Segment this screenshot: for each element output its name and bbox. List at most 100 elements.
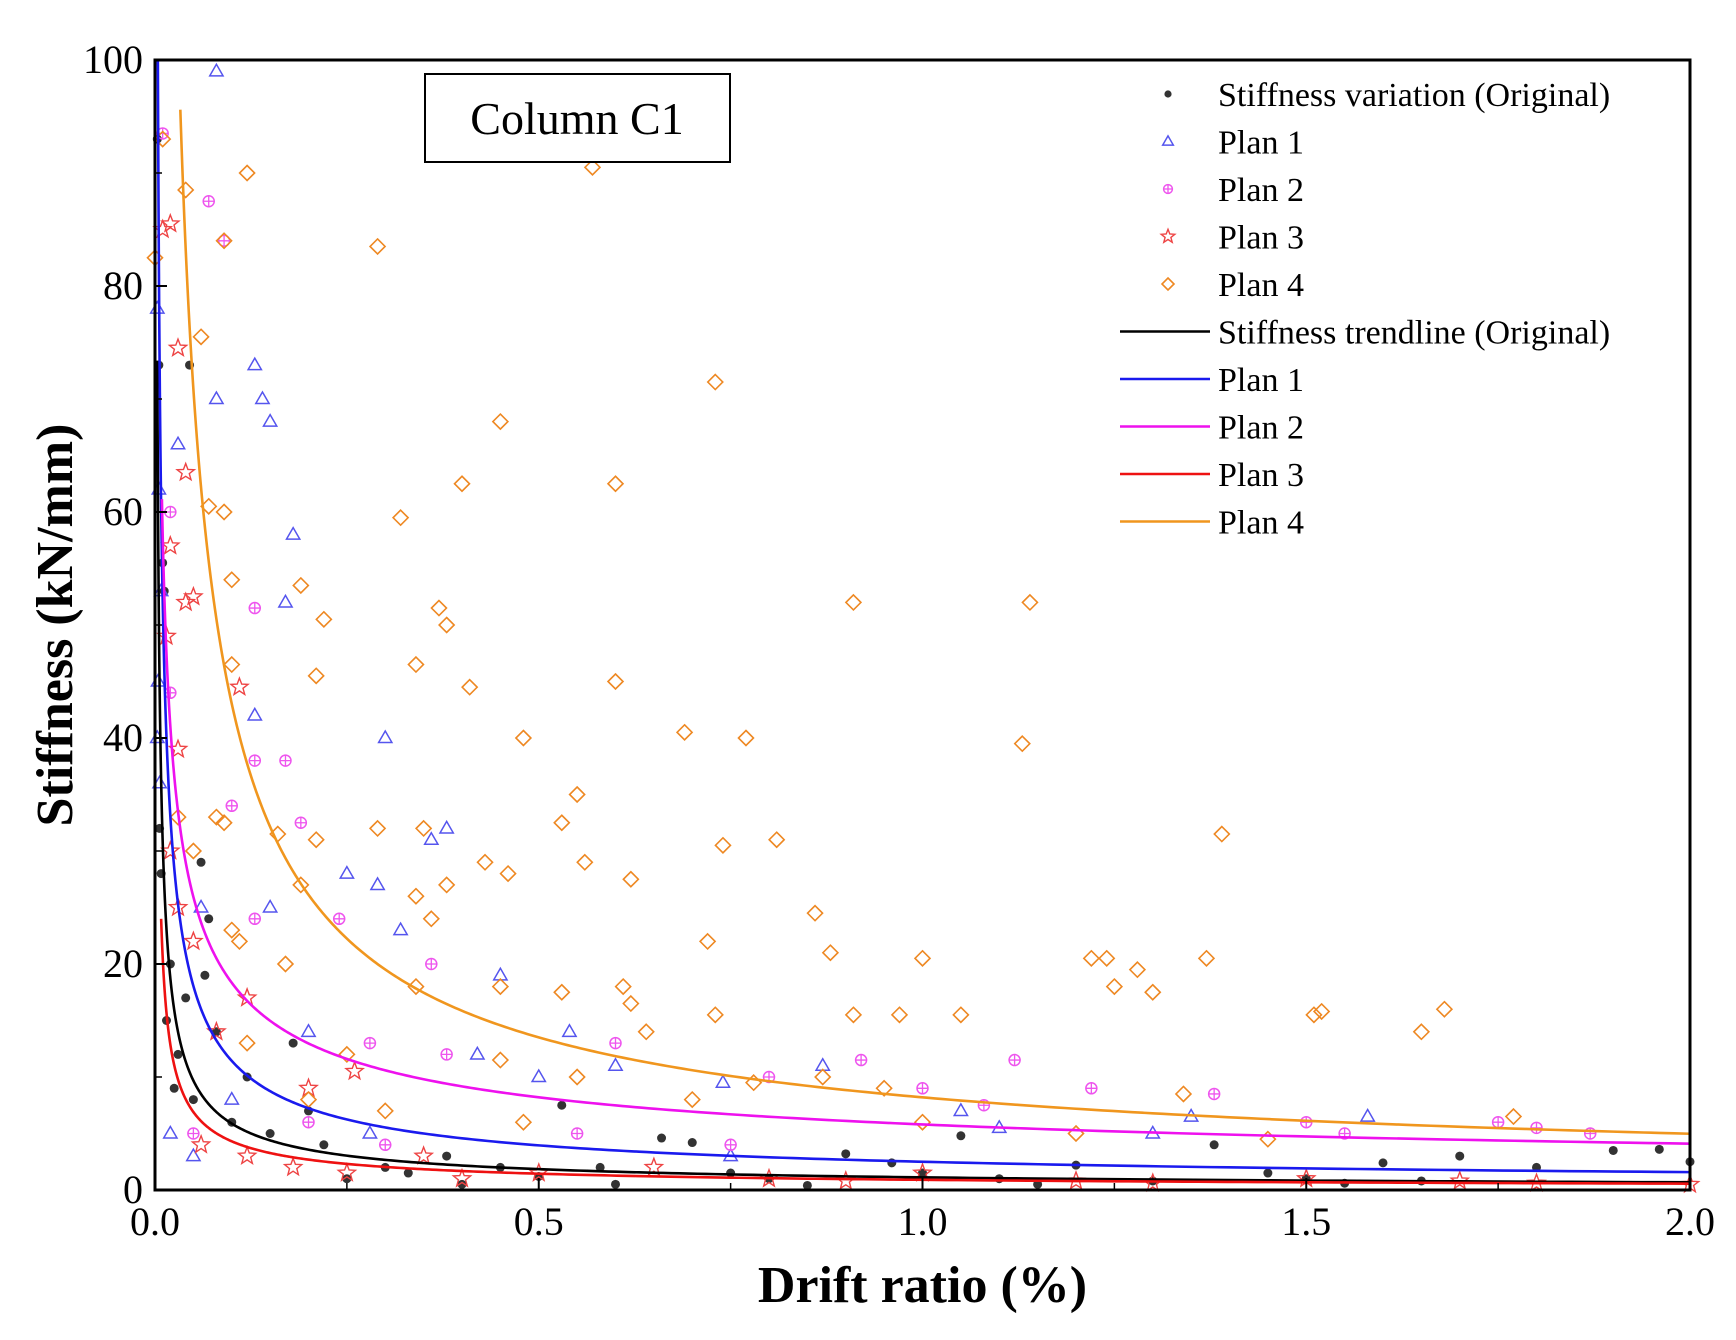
x-tick-label-0: 0.0: [130, 1199, 180, 1244]
data-point-s2-p12-cross: [364, 1037, 376, 1049]
legend-item-0: Stiffness variation (Original): [1164, 77, 1610, 114]
data-point-s2-p12: [363, 1036, 377, 1050]
scatter-series-4: [146, 130, 1523, 1148]
data-point-s0-p34: [841, 1149, 851, 1159]
data-point-s4-p86: [169, 808, 187, 826]
data-point-s3-p17: [190, 1133, 212, 1154]
data-point-s1-p23: [193, 898, 209, 913]
data-point-s4-p79: [622, 994, 640, 1013]
data-point-s4-p55: [1082, 949, 1100, 967]
data-point-s4-p23: [606, 672, 625, 691]
data-point-s4-p13: [391, 509, 410, 527]
legend-item-7: Plan 2: [1120, 410, 1304, 447]
data-point-s4-p72: [1312, 1002, 1331, 1021]
data-point-s4-p10: [453, 475, 471, 493]
data-point-s3-p7: [182, 585, 204, 606]
data-point-s2-p8-cross: [226, 800, 238, 812]
data-point-s4-p50: [806, 904, 824, 922]
trendline-0: [156, 360, 1691, 1184]
data-point-s4-p6: [706, 373, 724, 391]
legend-marker-3: [1159, 227, 1177, 244]
data-point-s2-p27: [570, 1127, 584, 1140]
data-point-s2-p20: [1085, 1082, 1098, 1095]
data-point-s2-p2-cross: [218, 235, 230, 247]
data-point-s2-p23: [1491, 1115, 1505, 1129]
data-point-s4-p14: [223, 571, 241, 589]
data-point-s0-p20: [288, 1038, 298, 1048]
data-point-s1-p16: [438, 819, 455, 834]
data-point-s4-p28: [514, 729, 533, 747]
data-point-s4-p83: [1174, 1085, 1193, 1103]
data-point-s4-p78: [568, 1068, 586, 1086]
data-point-s4-p24: [461, 678, 479, 696]
data-point-s4-p44: [1213, 825, 1231, 843]
legend-item-1: Plan 1: [1161, 125, 1304, 162]
data-point-s0-p55: [1033, 1179, 1043, 1189]
data-point-s4-p59: [407, 977, 425, 996]
data-point-s3-p8: [229, 676, 250, 697]
legend-label-8: Plan 3: [1218, 457, 1304, 494]
chart-trendlines: [156, 58, 1691, 1185]
data-point-s4-p69: [1144, 983, 1162, 1001]
data-point-s0-p54: [802, 1180, 812, 1190]
data-point-s4-p5: [583, 158, 602, 176]
data-point-s4-p19: [844, 593, 863, 612]
data-point-s1-p37: [223, 1091, 240, 1105]
data-point-s4-p37: [622, 870, 640, 888]
data-point-s4-p85: [184, 842, 203, 860]
data-point-s4-p42: [714, 836, 732, 854]
data-point-s2-p7-cross: [295, 817, 307, 829]
data-point-s0-p25: [442, 1151, 452, 1161]
data-point-s3-p12: [344, 1060, 365, 1081]
data-point-s2-p20-cross: [1085, 1082, 1097, 1094]
data-point-s2-p6: [279, 754, 292, 767]
data-point-s2-p13: [440, 1048, 453, 1061]
data-point-s2-p16: [854, 1053, 868, 1067]
trendline-4: [179, 109, 1691, 1136]
data-point-s1-p36: [185, 1147, 202, 1162]
legend-item-2: Plan 2: [1162, 172, 1304, 209]
data-point-s4-p47: [438, 876, 456, 894]
data-point-s1-p19: [338, 865, 355, 879]
data-point-s1-p20: [392, 921, 409, 936]
axis-ticks: 0.0 0.5 1.0 1.5 2.0 0 20 40 60 80 100: [83, 37, 1715, 1244]
legend-item-6: Plan 1: [1120, 362, 1304, 399]
data-point-s4-p4: [368, 237, 387, 256]
data-point-s2-p16-cross: [855, 1054, 867, 1066]
legend-label-7: Plan 2: [1218, 410, 1304, 447]
legend-label-2: Plan 2: [1218, 172, 1304, 209]
data-point-s4-p38: [568, 785, 586, 804]
data-point-s2-p5: [248, 754, 262, 767]
data-point-s4-p66: [890, 1006, 909, 1024]
x-tick-label-2: 1.0: [898, 1199, 948, 1244]
annotation-box: [424, 73, 731, 163]
data-point-s2-p6-cross: [279, 755, 291, 767]
data-point-s2-p21: [1207, 1087, 1221, 1101]
data-point-s4-p54: [913, 949, 932, 967]
data-point-s2-p19: [1008, 1053, 1021, 1067]
data-point-s2-p14-cross: [610, 1037, 621, 1049]
data-point-s0-p37: [956, 1131, 966, 1141]
data-point-s2-p1-cross: [203, 195, 215, 207]
data-point-s4-p52: [230, 932, 249, 951]
data-point-s4-p76: [338, 1045, 356, 1064]
legend-item-5: Stiffness trendline (Original): [1120, 315, 1610, 352]
data-point-s0-p13: [204, 914, 214, 924]
data-point-s4-p56: [1098, 949, 1116, 967]
data-point-s4-p77: [491, 1051, 510, 1069]
data-point-s4-p32: [368, 819, 387, 838]
data-point-s2-p9: [248, 912, 262, 926]
data-point-s4-p90: [514, 1113, 533, 1131]
data-point-s0-p53: [611, 1179, 620, 1189]
data-point-s4-p27: [737, 729, 755, 747]
data-point-s4-p91: [683, 1090, 701, 1109]
data-point-s4-p15: [292, 576, 310, 595]
data-point-s4-p45: [292, 876, 310, 894]
data-point-s4-p67: [952, 1006, 970, 1024]
legend-item-4: Plan 4: [1160, 267, 1304, 304]
data-point-s4-p41: [576, 853, 594, 871]
y-tick-label-0: 0: [123, 1167, 143, 1212]
data-point-s2-p10-cross: [333, 913, 345, 925]
data-point-s2-p26-cross: [379, 1139, 391, 1151]
